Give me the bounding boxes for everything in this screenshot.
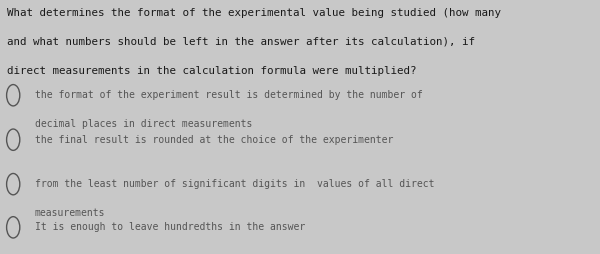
- Text: the final result is rounded at the choice of the experimenter: the final result is rounded at the choic…: [35, 135, 393, 145]
- Text: It is enough to leave hundredths in the answer: It is enough to leave hundredths in the …: [35, 222, 305, 232]
- Text: direct measurements in the calculation formula were multiplied?: direct measurements in the calculation f…: [7, 66, 416, 76]
- Text: from the least number of significant digits in  values of all direct: from the least number of significant dig…: [35, 179, 434, 189]
- Text: measurements: measurements: [35, 208, 106, 218]
- Text: decimal places in direct measurements: decimal places in direct measurements: [35, 119, 252, 129]
- Text: the format of the experiment result is determined by the number of: the format of the experiment result is d…: [35, 90, 422, 100]
- Text: What determines the format of the experimental value being studied (how many: What determines the format of the experi…: [7, 8, 501, 18]
- Text: and what numbers should be left in the answer after its calculation), if: and what numbers should be left in the a…: [7, 37, 475, 47]
